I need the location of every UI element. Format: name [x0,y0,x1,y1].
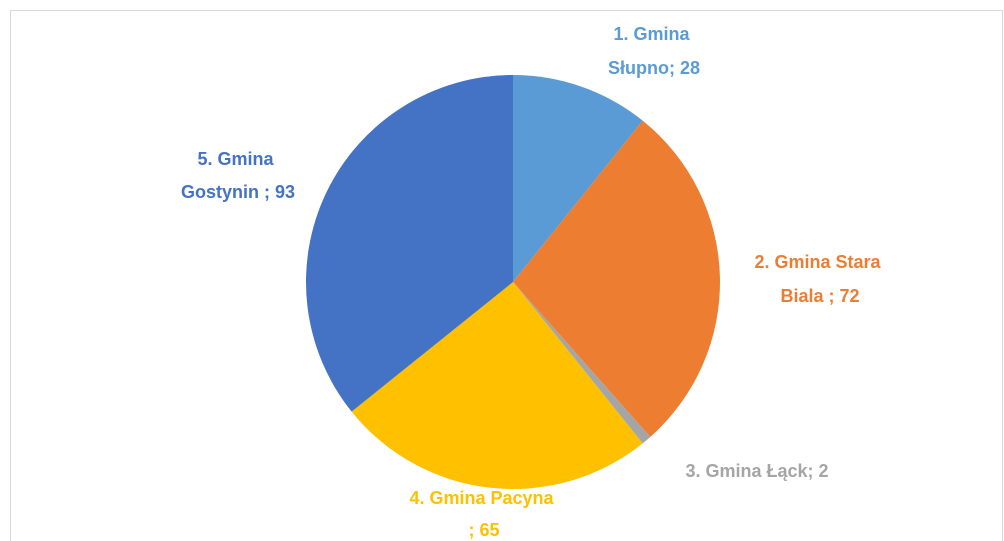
pie-slice-gmina-lack [513,282,651,444]
data-label-gmina-pacyna: 4. Gmina Pacyna ; 65 [409,488,558,540]
data-label-gmina-lack: 3. Gmina Łąck; 2 [685,461,828,481]
data-labels: 1. Gmina Słupno; 28 2. Gmina Stara Biala… [181,24,885,540]
pie-slice-gmina-pacyna [351,282,643,489]
data-label-gmina-gostynin: 5. Gmina Gostynin ; 93 [181,149,295,202]
pie-slice-gmina-stara-biala [513,120,720,437]
data-label-gmina-stara-biala: 2. Gmina Stara Biala ; 72 [754,252,885,306]
pie-slice-gmina-slupno [513,75,643,282]
pie-slice-gmina-gostynin [306,75,513,412]
data-label-gmina-slupno: 1. Gmina Słupno; 28 [608,24,700,78]
pie-slices [306,75,720,489]
